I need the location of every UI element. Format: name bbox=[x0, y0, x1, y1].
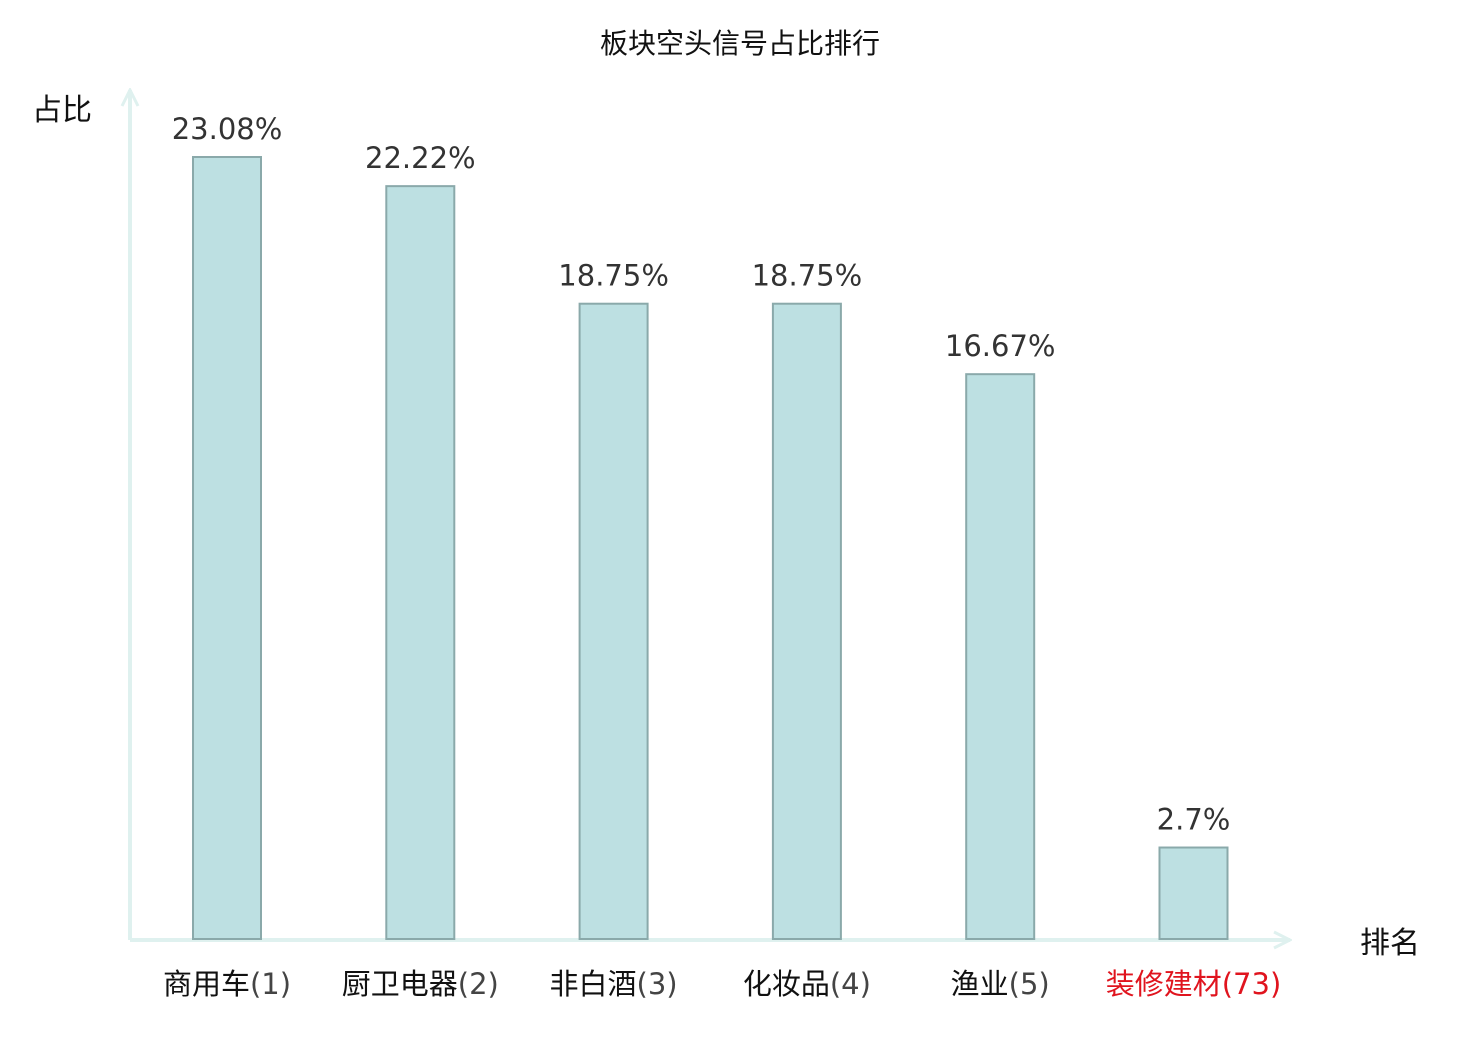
category-name-5: 渔业 bbox=[951, 967, 1009, 1001]
category-label-2: 厨卫电器(2) bbox=[342, 967, 499, 1001]
category-rank-4: (4) bbox=[830, 967, 871, 1001]
category-rank-2: (2) bbox=[458, 967, 499, 1001]
category-label-5: 渔业(5) bbox=[951, 967, 1050, 1001]
value-label-5: 16.67% bbox=[945, 329, 1056, 363]
y-axis-label: 占比 bbox=[32, 93, 92, 128]
category-rank-6: (73) bbox=[1222, 967, 1282, 1001]
category-label-3: 非白酒(3) bbox=[550, 967, 678, 1001]
bar-2 bbox=[385, 185, 456, 940]
value-label-3: 18.75% bbox=[558, 259, 669, 293]
category-name-2: 厨卫电器 bbox=[342, 967, 458, 1001]
category-name-3: 非白酒 bbox=[550, 967, 637, 1001]
bar-1 bbox=[192, 156, 262, 940]
category-rank-5: (5) bbox=[1009, 967, 1050, 1001]
bar-5 bbox=[965, 373, 1036, 940]
bar-6 bbox=[1158, 846, 1229, 940]
category-label-6: 装修建材(73) bbox=[1106, 967, 1282, 1001]
category-name-6: 装修建材 bbox=[1106, 967, 1222, 1001]
value-label-1: 23.08% bbox=[172, 112, 283, 146]
category-labels-layer: 商用车(1) 厨卫电器(2) 非白酒(3) 化妆品(4) 渔业(5) 装修建材(73) bbox=[163, 967, 1281, 1001]
value-label-2: 22.22% bbox=[365, 141, 476, 175]
value-labels-layer: 23.08% 22.22% 18.75% 18.75% 16.67% 2.7% bbox=[172, 112, 1231, 837]
category-rank-1: (1) bbox=[250, 967, 291, 1001]
category-name-4: 化妆品 bbox=[743, 967, 830, 1001]
bar-4 bbox=[771, 302, 842, 940]
bar-3 bbox=[578, 302, 649, 940]
category-label-1: 商用车(1) bbox=[163, 967, 291, 1001]
category-name-1: 商用车 bbox=[163, 967, 250, 1001]
chart-title: 板块空头信号占比排行 bbox=[600, 27, 880, 60]
category-rank-3: (3) bbox=[637, 967, 678, 1001]
x-axis-label: 排名 bbox=[1360, 926, 1420, 961]
bars-layer bbox=[192, 156, 1229, 940]
value-label-4: 18.75% bbox=[752, 259, 863, 293]
category-label-4: 化妆品(4) bbox=[743, 967, 871, 1001]
value-label-6: 2.7% bbox=[1157, 803, 1231, 837]
